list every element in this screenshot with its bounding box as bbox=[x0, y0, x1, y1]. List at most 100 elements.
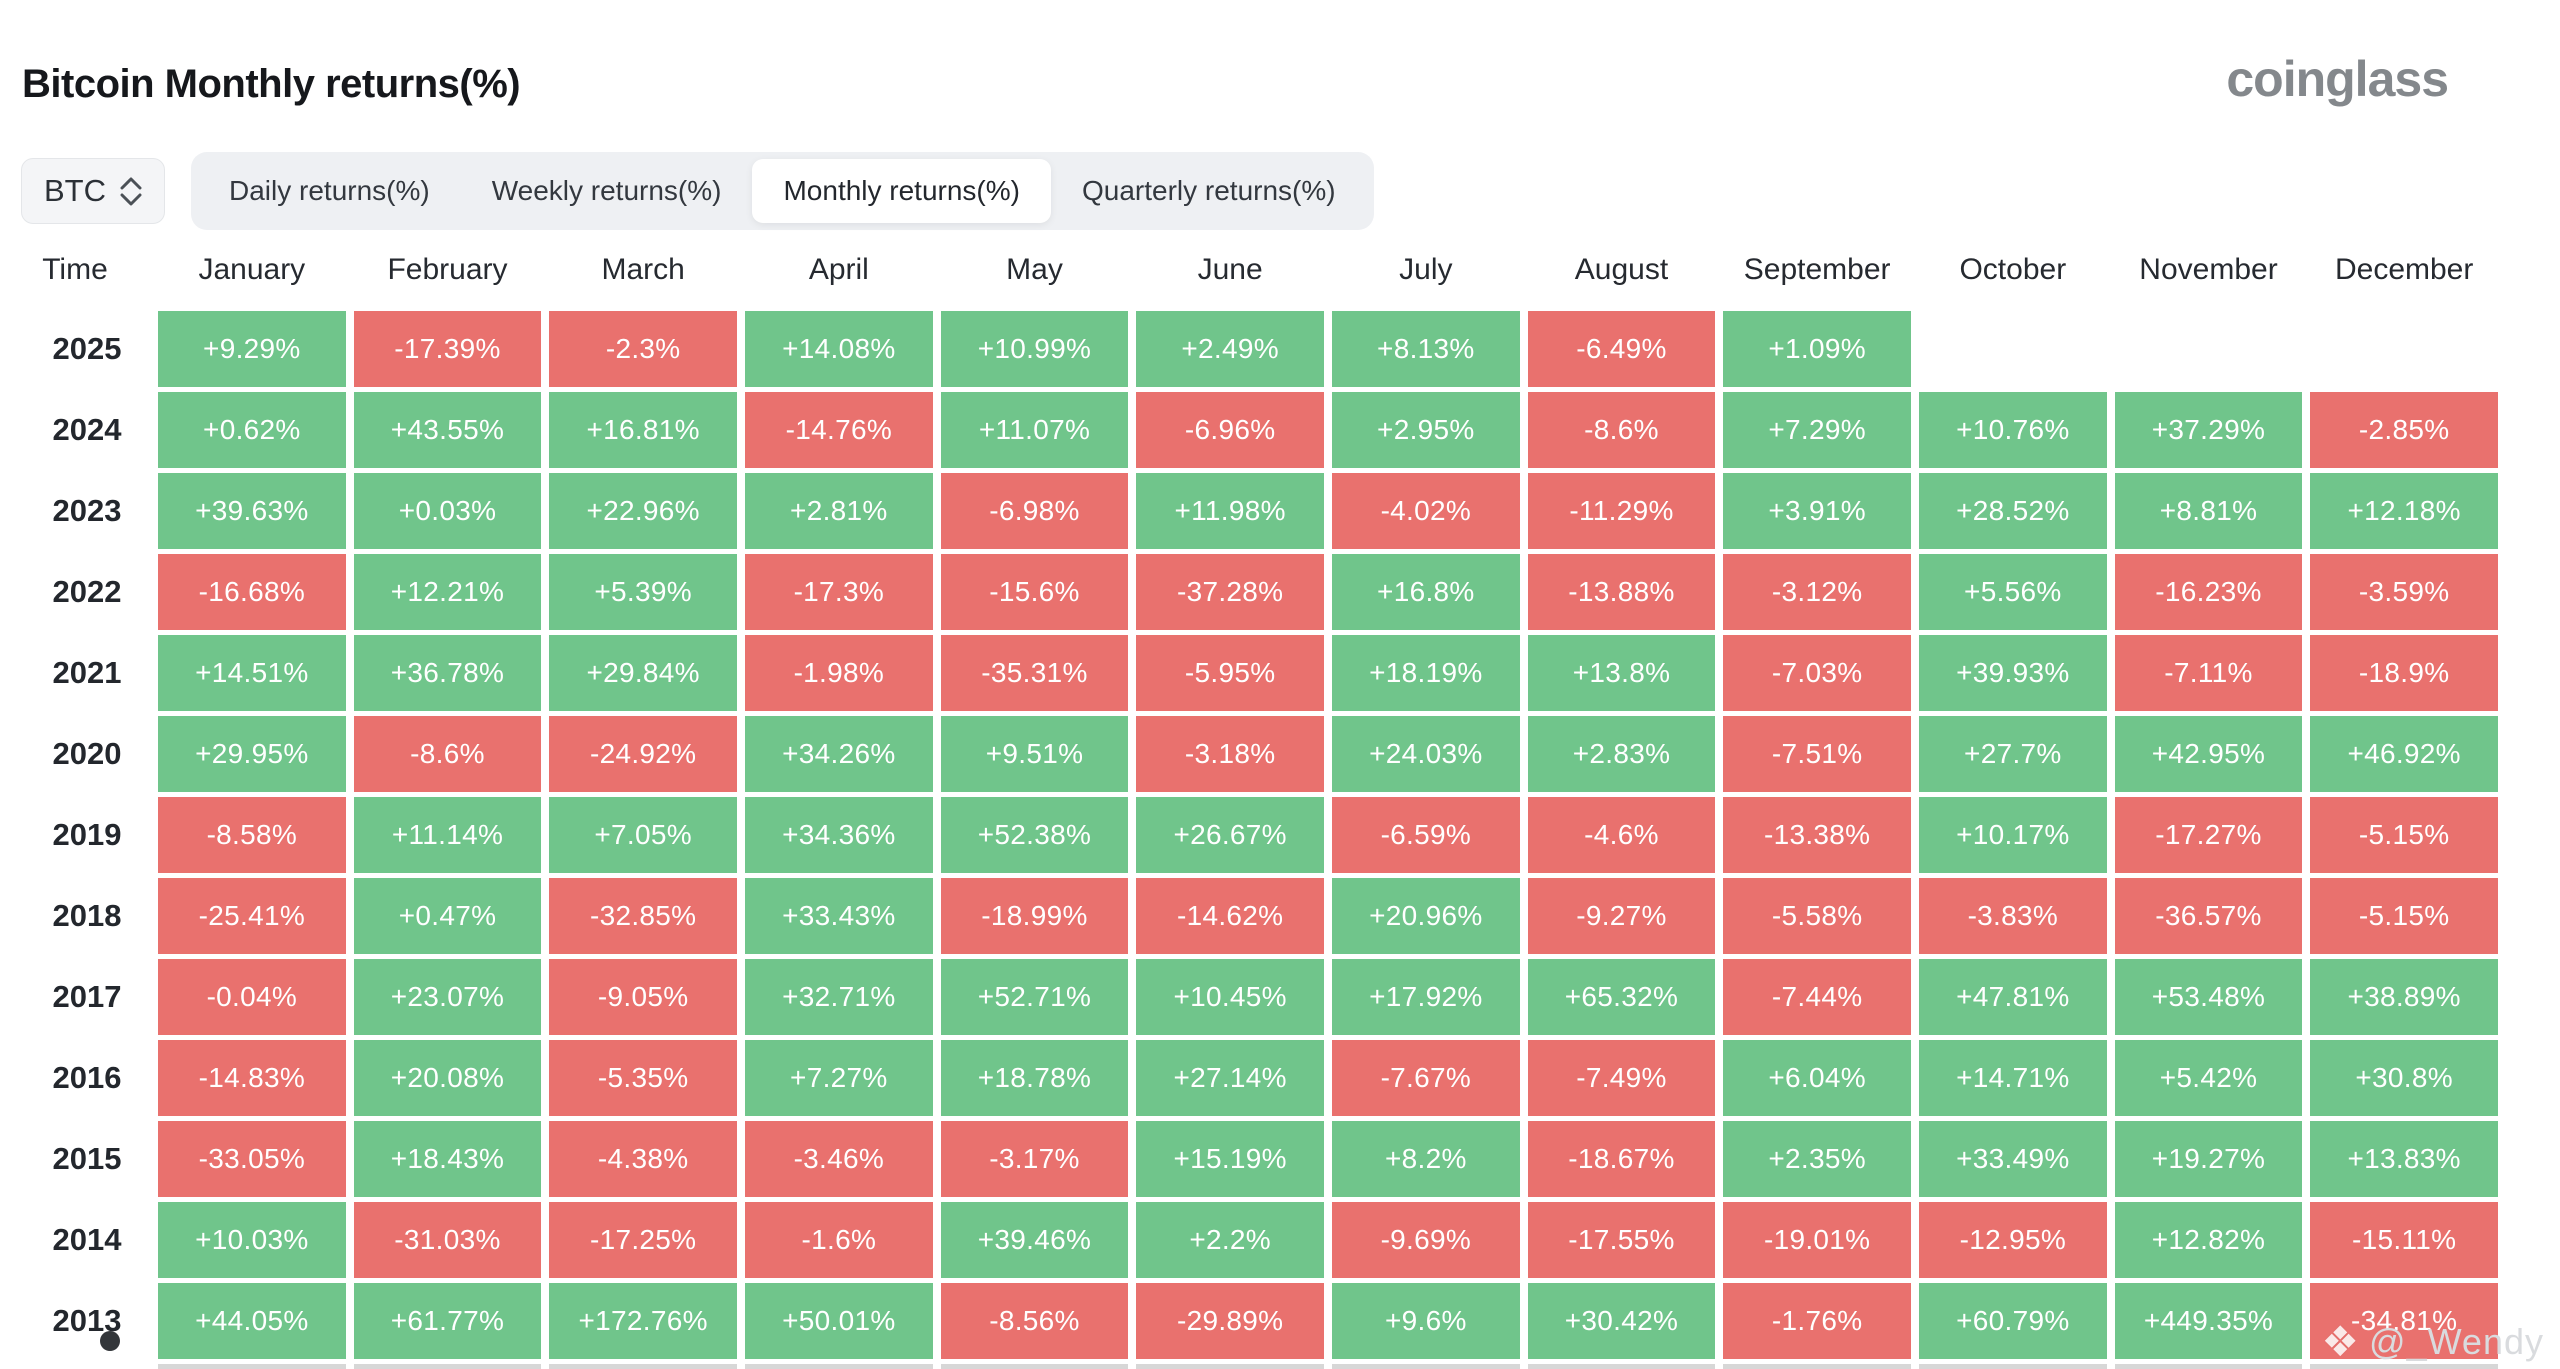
return-cell bbox=[2115, 311, 2303, 387]
return-cell: +27.7% bbox=[1919, 716, 2107, 792]
return-cell: +37.29% bbox=[2114, 392, 2303, 468]
table-row: 2017 -0.04% +23.07% -9.05% +32.71% +52.71% +10… bbox=[0, 959, 2498, 1035]
return-cell: +10.99% bbox=[940, 311, 1129, 387]
watermark: ❖ @_Wendy bbox=[2321, 1321, 2544, 1363]
tab-quarterly[interactable]: Quarterly returns(%) bbox=[1081, 175, 1336, 206]
month-column-header: October bbox=[1959, 253, 2067, 286]
return-cell bbox=[1527, 1364, 1716, 1369]
return-cell bbox=[353, 1364, 542, 1369]
month-column-header: June bbox=[1197, 253, 1263, 286]
watermark-handle: @_Wendy bbox=[2369, 1321, 2544, 1362]
return-cell: -13.38% bbox=[1723, 797, 1911, 873]
return-cell: -18.67% bbox=[1527, 1121, 1716, 1197]
return-cell: -7.49% bbox=[1527, 1040, 1716, 1116]
year-label: 2013 bbox=[52, 1303, 122, 1338]
coinglass-logo: coinglass bbox=[2226, 51, 2449, 107]
return-cell: +47.81% bbox=[1919, 959, 2107, 1035]
return-cell: +9.51% bbox=[940, 716, 1129, 792]
table-row: 2023 +39.63% +0.03% +22.96% +2.81% -6.98% +11.… bbox=[0, 473, 2498, 549]
return-cell: +5.39% bbox=[549, 554, 737, 630]
table-row: 2015 -33.05% +18.43% -4.38% -3.46% -3.17% +15.… bbox=[0, 1121, 2498, 1197]
return-cell: -17.25% bbox=[549, 1202, 737, 1278]
return-cell: +172.76% bbox=[549, 1283, 737, 1359]
tab-daily[interactable]: Daily returns(%) bbox=[229, 175, 430, 206]
month-column-header: April bbox=[808, 253, 869, 286]
return-cell: +46.92% bbox=[2310, 716, 2498, 792]
return-cell: -3.46% bbox=[745, 1121, 933, 1197]
return-cell: +61.77% bbox=[353, 1283, 542, 1359]
return-cell: -7.44% bbox=[1723, 959, 1911, 1035]
return-cell: +33.49% bbox=[1919, 1121, 2107, 1197]
return-cell: +7.05% bbox=[549, 797, 737, 873]
return-cell: -35.31% bbox=[940, 635, 1129, 711]
return-cell: +1.09% bbox=[1723, 311, 1911, 387]
return-cell: +7.27% bbox=[745, 1040, 933, 1116]
return-cell: +18.43% bbox=[353, 1121, 542, 1197]
return-cell: +12.18% bbox=[2310, 473, 2498, 549]
return-cell: -3.18% bbox=[1136, 716, 1324, 792]
month-column-header: February bbox=[387, 253, 508, 286]
return-cell: +22.96% bbox=[549, 473, 737, 549]
return-cell: -33.05% bbox=[158, 1121, 346, 1197]
table-row: 2019 -8.58% +11.14% +7.05% +34.36% +52.38% +26… bbox=[0, 797, 2498, 873]
tab-weekly[interactable]: Weekly returns(%) bbox=[491, 175, 722, 206]
tab-monthly[interactable]: Monthly returns(%) bbox=[752, 159, 1051, 223]
return-cell: -16.23% bbox=[2114, 554, 2303, 630]
return-cell: +10.76% bbox=[1919, 392, 2107, 468]
return-cell bbox=[1919, 311, 2107, 387]
return-cell: +2.95% bbox=[1332, 392, 1520, 468]
return-cell: -3.17% bbox=[940, 1121, 1129, 1197]
return-cell: -8.58% bbox=[158, 797, 346, 873]
return-cell bbox=[1919, 1364, 2107, 1369]
return-cell bbox=[549, 1364, 737, 1369]
symbol-select-value: BTC bbox=[44, 173, 106, 208]
return-cell: +38.89% bbox=[2310, 959, 2498, 1035]
return-cell: +26.67% bbox=[1136, 797, 1324, 873]
return-cell bbox=[940, 1364, 1129, 1369]
chevron-up-down-icon bbox=[120, 177, 142, 206]
return-cell: +39.93% bbox=[1919, 635, 2107, 711]
return-cell: -16.68% bbox=[158, 554, 346, 630]
return-cell: -5.58% bbox=[1723, 878, 1911, 954]
year-label: 2020 bbox=[52, 736, 122, 771]
table-row: 2021 +14.51% +36.78% +29.84% -1.98% -35.31% -5… bbox=[0, 635, 2498, 711]
return-cell: +8.13% bbox=[1332, 311, 1520, 387]
return-cell: +16.81% bbox=[549, 392, 737, 468]
return-cell: +23.07% bbox=[353, 959, 542, 1035]
return-cell: -18.9% bbox=[2310, 635, 2498, 711]
return-cell: -4.02% bbox=[1332, 473, 1520, 549]
return-cell: +18.19% bbox=[1332, 635, 1520, 711]
return-cell: -14.83% bbox=[158, 1040, 346, 1116]
return-cell: -3.59% bbox=[2310, 554, 2498, 630]
return-cell bbox=[1332, 1364, 1520, 1369]
return-cell: +30.8% bbox=[2310, 1040, 2498, 1116]
return-cell: +14.08% bbox=[745, 311, 933, 387]
month-column-header: May bbox=[1006, 253, 1063, 286]
table-header-row: Time January February March April May June July… bbox=[0, 244, 2498, 296]
return-cell bbox=[1136, 1364, 1324, 1369]
return-cell: +0.47% bbox=[353, 878, 542, 954]
return-cell: -15.11% bbox=[2310, 1202, 2498, 1278]
return-cell: +2.81% bbox=[745, 473, 933, 549]
month-column-header: August bbox=[1574, 253, 1669, 286]
return-cell: -18.99% bbox=[940, 878, 1129, 954]
return-cell: +2.49% bbox=[1136, 311, 1324, 387]
return-cell: -3.12% bbox=[1723, 554, 1911, 630]
return-cell: -32.85% bbox=[549, 878, 737, 954]
return-cell: +65.32% bbox=[1527, 959, 1716, 1035]
return-cell: +53.48% bbox=[2114, 959, 2303, 1035]
return-cell: -17.3% bbox=[745, 554, 933, 630]
return-cell: -9.69% bbox=[1332, 1202, 1520, 1278]
symbol-select[interactable]: BTC bbox=[21, 158, 165, 224]
return-cell: -34.81% bbox=[2310, 1283, 2498, 1359]
return-cell: +9.29% bbox=[158, 311, 346, 387]
returns-table-body: 2025 +9.29% -17.39% -2.3% +14.08% +10.99% +2.4… bbox=[0, 311, 2498, 1369]
return-cell: -1.76% bbox=[1723, 1283, 1911, 1359]
return-cell: +9.6% bbox=[1332, 1283, 1520, 1359]
return-cell: -2.85% bbox=[2310, 392, 2498, 468]
time-column-header: Time bbox=[42, 253, 108, 286]
month-column-header: March bbox=[601, 253, 685, 286]
return-cell: -0.04% bbox=[158, 959, 346, 1035]
return-cell: +32.71% bbox=[745, 959, 933, 1035]
return-cell: +8.2% bbox=[1332, 1121, 1520, 1197]
